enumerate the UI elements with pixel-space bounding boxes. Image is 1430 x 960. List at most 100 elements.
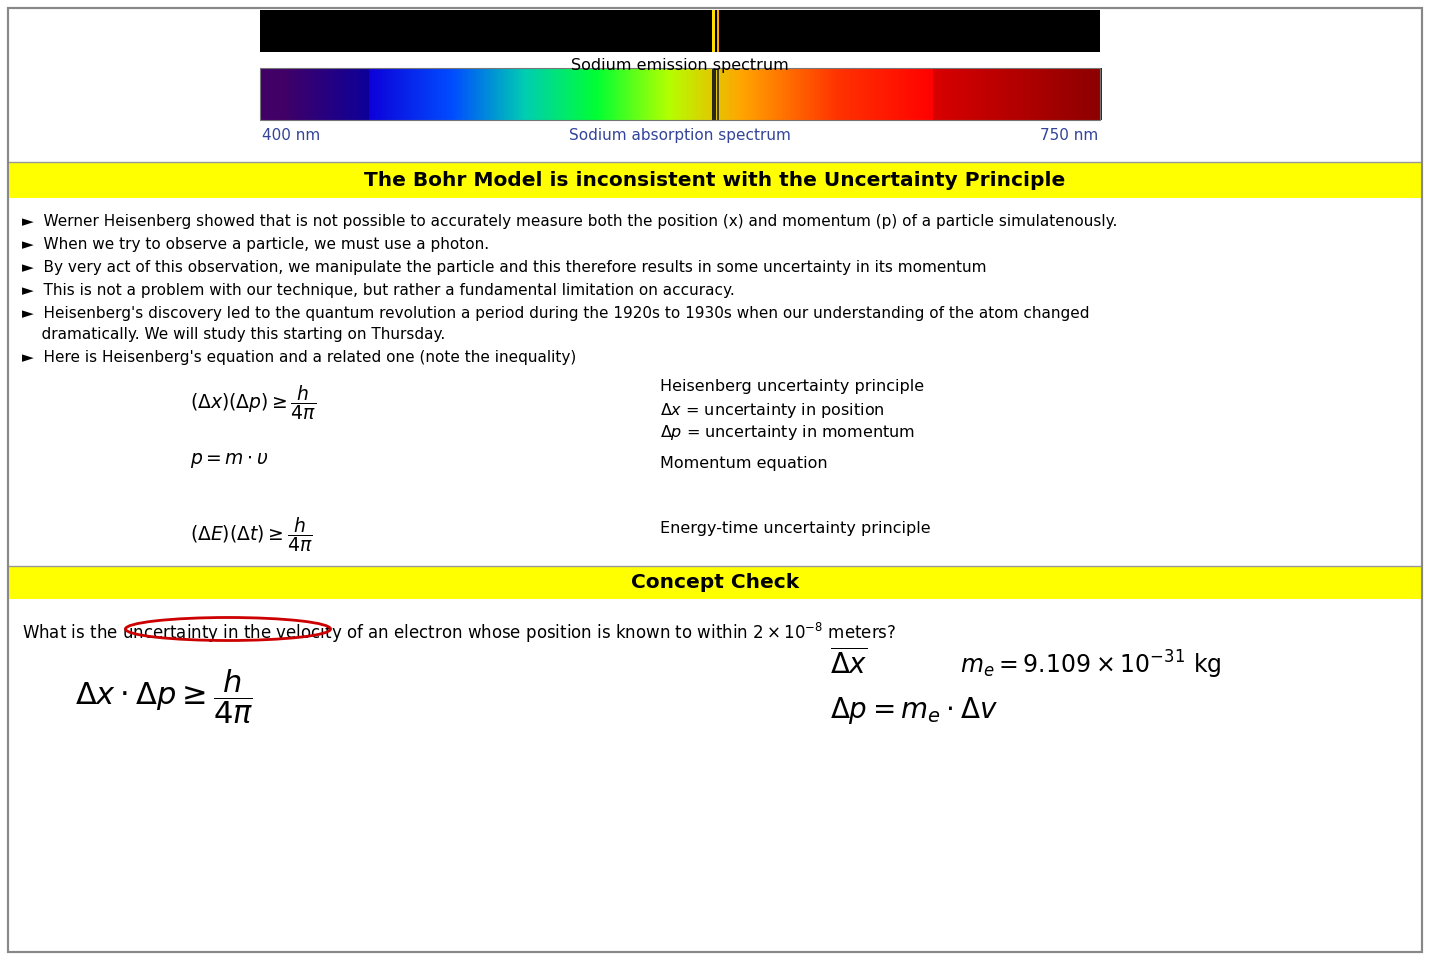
Bar [834,68,835,120]
Bar [917,68,918,120]
Bar [396,68,398,120]
Bar [559,68,561,120]
Bar [623,68,625,120]
Bar [1081,68,1084,120]
Bar [922,68,924,120]
Bar [616,68,618,120]
Bar [625,68,626,120]
Bar [322,68,325,120]
Bar [726,68,729,120]
Bar [499,68,500,120]
Bar [1097,68,1100,120]
Bar [631,68,632,120]
Bar [682,68,685,120]
Bar [413,68,415,120]
Bar [446,68,449,120]
Bar [885,68,888,120]
Bar [912,68,914,120]
Bar [448,68,450,120]
Bar [406,68,408,120]
Bar [702,68,704,120]
Bar [1075,68,1077,120]
Text: Sodium absorption spectrum: Sodium absorption spectrum [569,128,791,143]
Bar [516,68,519,120]
Bar [699,68,701,120]
Bar [1012,68,1015,120]
Bar [455,68,458,120]
Bar [480,68,482,120]
Bar [546,68,548,120]
Bar [864,68,867,120]
Bar [459,68,462,120]
Bar [452,68,455,120]
Bar [277,68,279,120]
Bar [618,68,619,120]
Bar [645,68,648,120]
Bar [669,68,672,120]
Bar [985,68,987,120]
Bar [764,68,765,120]
Bar [506,68,509,120]
Bar [370,68,373,120]
Bar [785,68,786,120]
Bar [465,68,468,120]
Bar [716,68,718,120]
Bar [756,68,759,120]
Bar [578,68,581,120]
Bar [622,68,623,120]
Bar [665,68,668,120]
Bar [805,68,808,120]
Bar [619,68,621,120]
Bar [749,68,752,120]
Bar [1002,68,1004,120]
Bar [960,68,962,120]
Bar [855,68,857,120]
Bar [302,68,305,120]
Bar [931,68,932,120]
Bar [928,68,930,120]
Text: ►  This is not a problem with our technique, but rather a fundamental limitation: ► This is not a problem with our techniq… [21,283,735,298]
Bar [802,68,805,120]
Bar [575,68,578,120]
Bar [766,68,768,120]
Bar [652,68,655,120]
Bar [815,68,818,120]
Bar [489,68,490,120]
Bar [1087,68,1090,120]
Bar [1070,68,1071,120]
Bar [9,162,1421,198]
Bar [312,68,315,120]
Bar [536,68,539,120]
Bar [513,68,516,120]
Bar [293,68,296,120]
Bar [505,68,508,120]
Bar [937,68,940,120]
Bar [337,68,339,120]
Bar [276,68,277,120]
Bar [882,68,885,120]
Bar [436,68,439,120]
Bar [409,68,410,120]
Bar [768,68,769,120]
Bar [531,68,533,120]
Bar [879,68,882,120]
Bar [418,68,419,120]
Bar [1032,68,1035,120]
Bar [518,68,521,120]
Text: ►  When we try to observe a particle, we must use a photon.: ► When we try to observe a particle, we … [21,237,489,252]
Bar [899,68,902,120]
Bar [1010,68,1012,120]
Bar [821,68,824,120]
Bar [509,68,512,120]
Bar [971,68,974,120]
Bar [389,68,392,120]
Bar [736,68,739,120]
Bar [849,68,851,120]
Bar [748,68,751,120]
Bar [532,68,535,120]
Bar [410,68,412,120]
Bar [609,68,612,120]
Text: 750 nm: 750 nm [1040,128,1098,143]
Bar [449,68,452,120]
Bar [754,68,756,120]
